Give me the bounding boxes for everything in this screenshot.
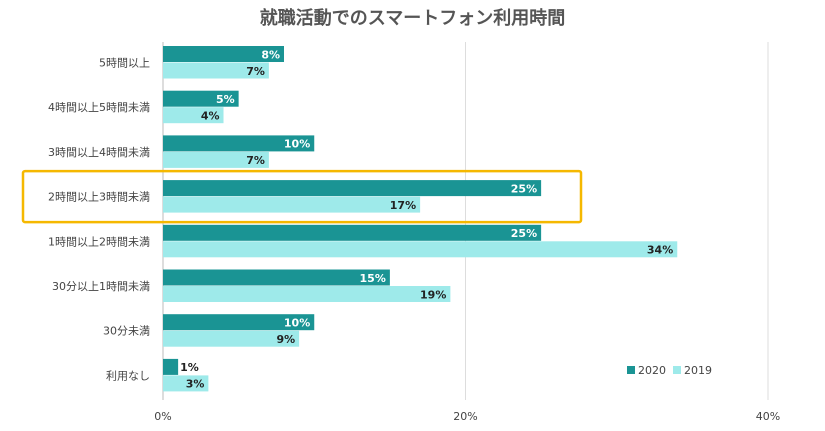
x-tick-label: 40% (756, 410, 780, 423)
data-label-2019: 17% (390, 199, 416, 212)
data-label-2020: 5% (216, 93, 235, 106)
data-label-2019: 4% (201, 109, 220, 122)
category-label: 4時間以上5時間未満 (48, 101, 150, 114)
bar-2019 (163, 286, 451, 302)
category-label: 3時間以上4時間未満 (48, 146, 150, 159)
legend-swatch-2020 (627, 366, 635, 374)
data-label-2019: 7% (246, 154, 265, 167)
category-label: 5時間以上 (99, 57, 150, 70)
bar-2020 (163, 180, 542, 197)
bar-2019 (163, 241, 678, 258)
chart-title: 就職活動でのスマートフォン利用時間 (259, 8, 566, 29)
category-label: 1時間以上2時間未満 (48, 235, 150, 248)
data-label-2019: 7% (246, 65, 265, 78)
bar-2020 (163, 269, 390, 286)
category-label: 30分未満 (103, 325, 150, 338)
data-label-2020: 10% (284, 138, 310, 151)
legend-label-2019: 2019 (684, 364, 712, 377)
data-label-2020: 15% (360, 272, 386, 285)
bar-2019 (163, 151, 269, 168)
x-tick-label: 20% (453, 410, 477, 423)
bar-2020 (163, 90, 239, 107)
data-label-2019: 9% (276, 333, 295, 346)
bar-2019 (163, 62, 269, 79)
bar-2020 (163, 46, 284, 62)
bar-2020 (163, 135, 315, 152)
data-label-2020: 10% (284, 316, 310, 329)
data-label-2019: 19% (420, 288, 446, 301)
data-label-2020: 25% (511, 182, 537, 195)
bar-2019 (163, 107, 224, 124)
bar-2019 (163, 196, 421, 213)
data-label-2020: 25% (511, 227, 537, 240)
data-label-2020: 1% (180, 361, 199, 374)
bar-2020 (163, 358, 179, 375)
data-label-2019: 3% (186, 378, 205, 391)
bar-2019 (163, 330, 300, 347)
legend-label-2020: 2020 (638, 364, 666, 377)
highlight-box (21, 169, 583, 224)
category-label: 2時間以上3時間未満 (48, 191, 150, 204)
category-label: 利用なし (106, 369, 150, 382)
x-tick-label: 0% (154, 410, 171, 423)
bar-2020 (163, 314, 315, 331)
legend-swatch-2019 (673, 366, 681, 374)
data-label-2019: 34% (647, 244, 673, 257)
data-label-2020: 8% (261, 48, 280, 61)
bar-2020 (163, 224, 542, 241)
bar-2019 (163, 375, 209, 392)
category-label: 30分以上1時間未満 (52, 280, 150, 293)
